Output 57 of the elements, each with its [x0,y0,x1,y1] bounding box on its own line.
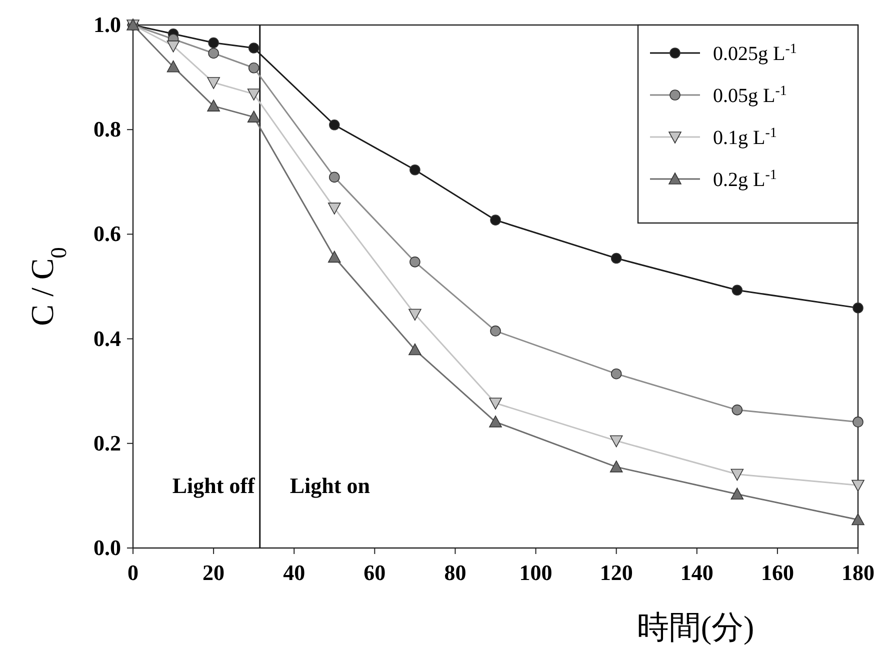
y-tick-label: 0.0 [94,535,121,560]
point [208,37,219,48]
annotation: Light off [172,473,256,498]
x-axis-title: 時間(分) [636,609,754,645]
point [328,119,340,130]
legend-label: 0.2g L$^{-1}$ [713,168,777,191]
point [730,468,744,481]
point [208,48,219,59]
point [408,343,422,356]
y-tick-label: 1.0 [94,12,121,37]
point [166,60,180,72]
legend-label: 0.1g L$^{-1}$ [713,126,777,149]
x-tick-label: 120 [600,560,633,585]
point [610,252,622,264]
y-tick-label: 0.8 [94,116,121,142]
x-tick-label: 160 [760,560,794,585]
x-tick-label: 0 [128,560,138,585]
point [247,110,260,122]
y-tick-label: 0.2 [94,430,121,456]
point [852,416,864,428]
x-tick-label: 40 [283,560,306,585]
x-tick-label: 180 [842,560,874,585]
point [732,404,743,416]
point [328,172,340,183]
point [248,62,260,74]
point [610,460,623,472]
x-tick-label: 100 [519,560,552,585]
annotation: Light on [290,473,370,498]
x-tick-label: 80 [444,560,466,585]
point [490,326,501,336]
point [207,100,220,112]
point [852,302,864,314]
y-tick-label: 0.6 [94,221,121,246]
legend-label: 0.025g L$^{-1}$ [713,42,797,65]
point [852,513,864,526]
point [410,164,420,176]
point [610,368,622,380]
x-tick-label: 140 [680,560,714,585]
point [166,40,180,52]
legend-label: 0.05g L$^{-1}$ [713,84,787,107]
point [207,77,220,89]
point [410,256,420,268]
point [489,398,502,410]
point [328,250,341,263]
y-tick-label: 0.4 [94,326,121,351]
x-tick-label: 20 [202,560,225,585]
point [490,214,501,226]
point [247,88,260,100]
point [328,202,341,214]
point [489,416,502,428]
point [408,308,422,321]
point [852,480,864,492]
x-tick-label: 60 [364,560,386,585]
point [732,284,743,296]
point [248,42,260,54]
point [610,435,623,448]
point [730,488,744,500]
